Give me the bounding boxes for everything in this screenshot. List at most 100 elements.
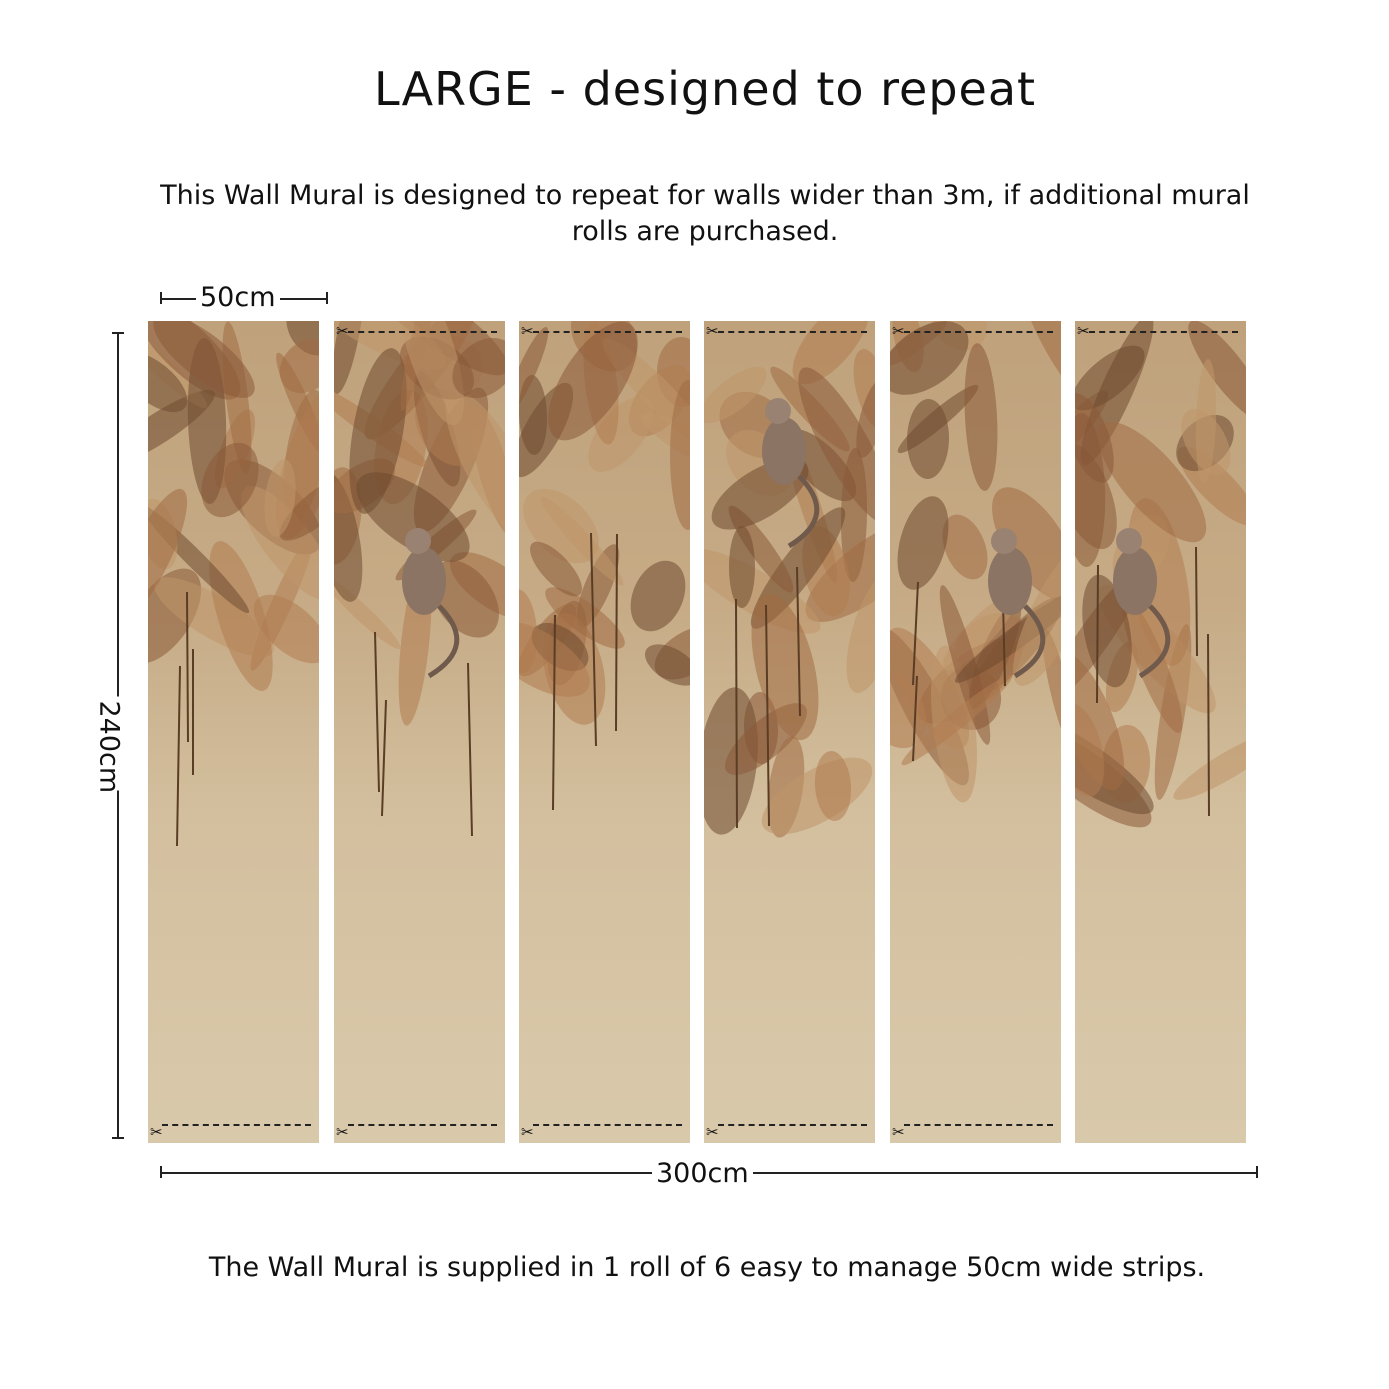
scissors-icon: ✂ xyxy=(521,1123,534,1141)
cut-line-bottom xyxy=(348,1124,497,1126)
vine xyxy=(796,566,801,717)
leaf xyxy=(279,338,319,394)
cut-line-top xyxy=(1089,331,1238,333)
scissors-icon: ✂ xyxy=(892,322,905,340)
mural-artwork xyxy=(519,321,690,811)
monkey-illustration xyxy=(762,398,820,549)
vine xyxy=(176,665,181,847)
scissors-icon: ✂ xyxy=(892,1123,905,1141)
leaf xyxy=(1075,703,1105,797)
mural-strip-6: ✂ xyxy=(1075,321,1246,1143)
leaf xyxy=(519,326,549,416)
leaf xyxy=(286,321,319,356)
vine xyxy=(374,631,380,793)
mural-artwork xyxy=(148,321,319,847)
vine xyxy=(1195,546,1198,657)
scissors-icon: ✂ xyxy=(521,322,534,340)
scissors-icon: ✂ xyxy=(150,1123,163,1141)
vine xyxy=(912,581,919,686)
subtitle: This Wall Mural is designed to repeat fo… xyxy=(160,180,1250,247)
strip-width-tick-left xyxy=(160,292,162,304)
cut-line-top xyxy=(533,331,682,333)
mural-strip-2: ✂ ✂ xyxy=(334,321,505,1143)
leaf xyxy=(897,384,979,454)
leaf xyxy=(545,587,625,649)
total-width-tick-right xyxy=(1256,1166,1258,1178)
vine xyxy=(765,604,770,827)
leaf xyxy=(397,321,465,426)
mural-artwork xyxy=(334,321,505,837)
leaf xyxy=(792,321,870,385)
leaf xyxy=(153,321,255,398)
leaf xyxy=(890,665,927,749)
vine xyxy=(552,614,556,811)
leaf xyxy=(942,514,988,580)
leaf xyxy=(519,621,590,697)
leaf xyxy=(240,485,319,601)
strip-width-label: 50cm xyxy=(196,282,280,313)
leaf xyxy=(445,390,505,542)
vine xyxy=(1002,600,1006,687)
leaf xyxy=(846,573,875,693)
mural-artwork xyxy=(704,321,875,838)
height-tick-top xyxy=(112,332,124,334)
leaf xyxy=(540,496,624,586)
leaf xyxy=(588,396,654,472)
mural-strip-4: ✂ ✂ xyxy=(704,321,875,1143)
leaf xyxy=(856,378,875,458)
leaf xyxy=(148,389,215,467)
leaf xyxy=(644,644,690,686)
cut-line-bottom xyxy=(162,1124,311,1126)
height-label: 240cm xyxy=(93,696,125,793)
scissors-icon: ✂ xyxy=(706,1123,719,1141)
leaf xyxy=(148,488,188,624)
scissors-icon: ✂ xyxy=(706,322,719,340)
mural-strip-3: ✂ ✂ xyxy=(519,321,690,1143)
vine xyxy=(1207,633,1210,817)
leaf xyxy=(897,496,949,590)
mural-artwork xyxy=(1075,321,1246,828)
leaf xyxy=(890,321,969,395)
leaf xyxy=(1017,321,1061,400)
cut-line-top xyxy=(718,331,867,333)
leaf xyxy=(1097,421,1207,543)
leaf xyxy=(814,751,852,821)
vine xyxy=(590,532,597,747)
cut-line-top xyxy=(348,331,497,333)
cut-line-bottom xyxy=(718,1124,867,1126)
leaf xyxy=(670,380,690,530)
leaf xyxy=(1075,345,1145,411)
strip-width-tick-right xyxy=(326,292,328,304)
scissors-icon: ✂ xyxy=(336,322,349,340)
cut-line-bottom xyxy=(904,1124,1053,1126)
vine xyxy=(912,675,918,762)
cut-line-bottom xyxy=(533,1124,682,1126)
page-title: LARGE - designed to repeat xyxy=(373,62,1037,116)
height-tick-bottom xyxy=(112,1137,124,1139)
monkey-illustration xyxy=(1113,528,1171,679)
leaf xyxy=(264,459,296,537)
leaf xyxy=(356,472,470,562)
leaf xyxy=(630,560,686,632)
total-width-tick-left xyxy=(160,1166,162,1178)
leaf xyxy=(798,367,875,525)
scissors-icon: ✂ xyxy=(1077,322,1090,340)
monkey-illustration xyxy=(402,528,460,679)
leaf xyxy=(729,526,755,608)
vine xyxy=(1096,564,1099,704)
leaf xyxy=(548,321,638,441)
scissors-icon: ✂ xyxy=(336,1123,349,1141)
monkey-illustration xyxy=(988,528,1046,679)
leaf xyxy=(1075,393,1114,483)
leaf xyxy=(349,348,407,514)
leaf xyxy=(704,366,767,424)
leaf xyxy=(1173,732,1246,800)
total-width-label: 300cm xyxy=(652,1158,753,1189)
vine xyxy=(381,699,387,817)
leaf xyxy=(452,337,505,399)
leaf xyxy=(148,351,188,413)
vine xyxy=(186,591,189,743)
vine xyxy=(467,662,473,837)
mural-strip-1: ✂ xyxy=(148,321,319,1143)
leaf xyxy=(519,375,548,455)
